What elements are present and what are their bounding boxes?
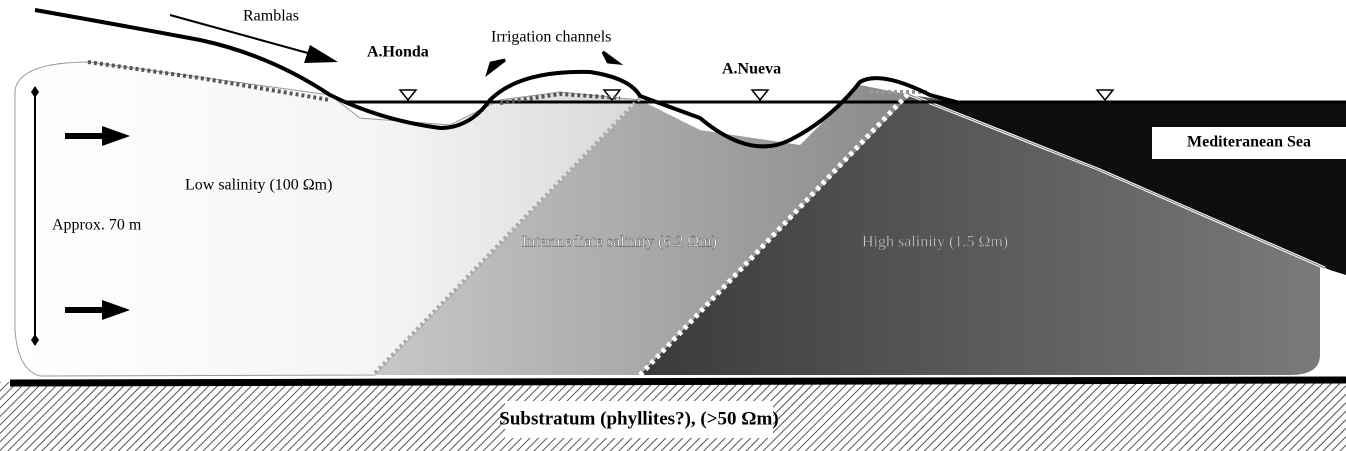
substratum-label: Substratum (phyllites?), (>50 Ωm) [499, 408, 778, 429]
a-nueva-label: A.Nueva [722, 61, 781, 78]
water-level-markers [400, 90, 1113, 100]
sea-label: Mediteranean Sea [1187, 134, 1311, 151]
ramblas-arrowhead [304, 45, 338, 63]
substratum-top [10, 380, 1346, 383]
high-salinity-label: High salinity (1.5 Ωm) [862, 234, 1008, 251]
irrigation-arrows [488, 52, 618, 73]
ramblas-label: Ramblas [243, 8, 299, 25]
low-salinity-label: Low salinity (100 Ωm) [185, 177, 332, 194]
depth-label: Approx. 70 m [52, 217, 142, 234]
cross-section: Substratum (phyllites?), (>50 Ωm) Medite… [0, 0, 1346, 451]
a-honda-label: A.Honda [367, 44, 429, 61]
intermediate-salinity-label: Intermediate salinity (6.2 Ωm) [522, 234, 717, 251]
irrigation-label: Irrigation channels [491, 29, 611, 46]
